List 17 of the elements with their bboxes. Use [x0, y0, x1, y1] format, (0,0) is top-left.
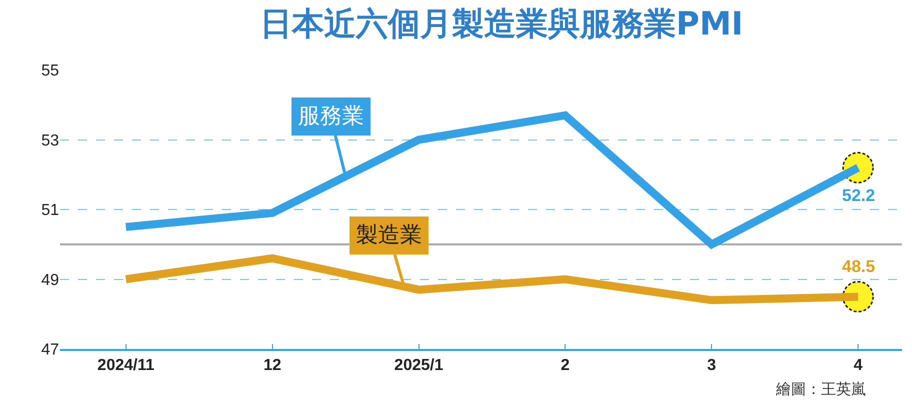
- x-tick-label: 4: [854, 357, 863, 374]
- y-tick-label: 49: [41, 272, 60, 289]
- x-tick-label: 2024/11: [97, 357, 154, 374]
- text: 繪圖：王英嵐: [775, 380, 866, 398]
- x-tick-label: 2: [560, 357, 570, 374]
- y-tick-label: 51: [41, 202, 60, 220]
- x-tick-label: 2025/1: [394, 357, 444, 374]
- series-label: 製造業: [356, 223, 422, 248]
- x-tick-label: 12: [263, 357, 282, 374]
- y-tick-label: 47: [41, 342, 60, 359]
- x-tick-label: 3: [707, 357, 716, 374]
- y-tick-label: 53: [41, 132, 60, 150]
- chart-title: 日本近六個月製造業與服務業PMI: [260, 4, 744, 43]
- data-label: 52.2: [842, 186, 876, 205]
- y-tick-label: 55: [41, 62, 60, 80]
- data-label: 48.5: [842, 257, 876, 276]
- series-label: 服務業: [298, 104, 364, 129]
